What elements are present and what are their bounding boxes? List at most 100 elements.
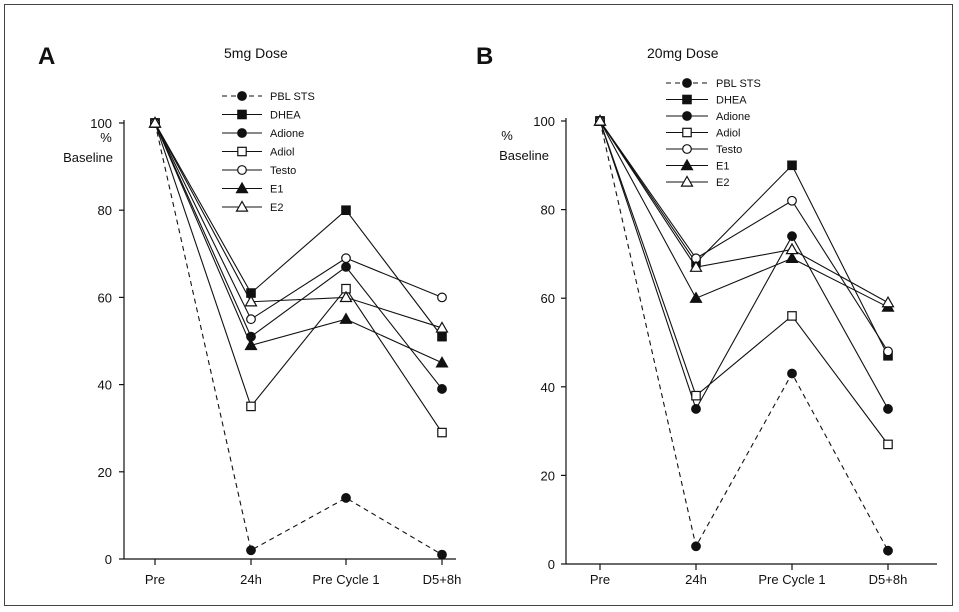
panel-a-legend-item-e2-label: E2	[270, 202, 283, 214]
panel-b-legend-item-adione-marker	[682, 111, 692, 121]
panel-a-series-dhea-point-d5-8h	[437, 331, 447, 342]
panel-b-ytick-label-100: 100	[533, 114, 555, 129]
panel-b-legend-item-e2-label: E2	[716, 177, 729, 189]
panel-b-ylabel-line1: %	[501, 128, 513, 143]
panel-b-series-pbl-sts-point-24h	[691, 541, 701, 552]
panel-b-series-adiol-line	[599, 120, 889, 445]
panel-b-series-pbl-sts-line	[599, 120, 889, 551]
panel-b-series-testo-line	[599, 120, 889, 352]
panel-b-series-pbl-sts-point-pre-cycle-1	[787, 368, 797, 379]
panel-b-legend-item-e1: E1	[666, 158, 729, 173]
panel-a-legend-item-pbl-sts: PBL STS	[222, 91, 315, 103]
panel-b-ytick-label-20: 20	[541, 468, 555, 483]
panel-a-legend-item-adiol-marker	[237, 146, 247, 157]
panel-a-series-adione	[150, 118, 447, 394]
panel-a-legend-item-adione-label: Adione	[270, 128, 304, 140]
panel-b-legend-item-testo-label: Testo	[716, 144, 742, 156]
panel-b-series-adione-line	[599, 120, 889, 411]
panel-a-ylabel-line2: Baseline	[63, 150, 113, 165]
panel-a-series-testo-point-24h	[246, 314, 256, 325]
panel-b-series-testo-point-d5-8h	[883, 346, 893, 357]
panel-a-ylabel-line1: %	[100, 130, 112, 145]
panel-a-series-dhea	[150, 118, 447, 342]
panel-a-series-adione-line	[154, 122, 443, 390]
panel-a-xtick-label-pre: Pre	[145, 572, 165, 587]
panel-b-ylabel-line2: Baseline	[499, 148, 549, 163]
panel-b-legend-item-adiol-marker	[682, 127, 692, 138]
panel-b-series-testo-point-pre-cycle-1	[787, 195, 797, 206]
panel-a-legend-item-e1-label: E1	[270, 184, 283, 196]
panel-a-legend-item-e1: E1	[222, 181, 283, 196]
panel-a-legend-item-testo-label: Testo	[270, 165, 296, 177]
panel-a-series-testo-point-pre-cycle-1	[341, 253, 351, 264]
panel-a-legend-item-adione-marker	[237, 128, 247, 138]
panel-a-series-adiol-line	[154, 122, 443, 433]
panel-b-series-adione-point-d5-8h	[883, 404, 893, 414]
panel-a-series-testo	[150, 118, 447, 325]
panel-a-ytick-label-40: 40	[98, 378, 112, 393]
panel-a-legend-item-dhea: DHEA	[222, 110, 301, 122]
panel-b-legend-item-pbl-sts-label: PBL STS	[716, 78, 761, 90]
panel-a-series-adione-point-d5-8h	[437, 384, 447, 394]
panel-b-ytick-label-40: 40	[541, 380, 555, 395]
panel-b-xtick-label-pre: Pre	[590, 572, 610, 587]
panel-b-series-adiol-point-d5-8h	[883, 439, 893, 450]
panel-a-series-e2	[148, 116, 449, 333]
panel-a-ytick-label-0: 0	[105, 552, 112, 567]
panel-a-series-testo-point-d5-8h	[437, 292, 447, 303]
panel-a-legend-item-e2-marker	[235, 200, 249, 212]
panel-a-legend-item-testo: Testo	[222, 165, 296, 177]
panel-b-xtick-label-pre-cycle-1: Pre Cycle 1	[758, 572, 825, 587]
panel-b-series-e2-point-pre-cycle-1	[785, 242, 799, 255]
panel-b-series-adione	[595, 116, 893, 414]
panel-a-legend-item-pbl-sts-marker	[237, 91, 247, 101]
panel-b-letter: B	[476, 43, 493, 70]
panel-b-series-e2-point-24h	[689, 260, 703, 272]
panel-b-plot: 0 20 40 60 80 100 Pre 24h Pre Cycle 1 D5+8h PBL ST…	[533, 78, 937, 587]
panel-b-legend-item-dhea: DHEA	[666, 95, 747, 107]
panel-a-letter: A	[38, 43, 55, 70]
panel-b-series-adiol	[595, 116, 893, 450]
panel-b-series-dhea-point-pre-cycle-1	[787, 160, 797, 171]
panel-a-series-pbl-sts-point-d5-8h	[437, 549, 447, 560]
panel-a-plot: 0 20 40 60 80 100 Pre 24h Pre Cycle 1 D5+8h PBL ST…	[90, 91, 461, 587]
panel-a-series-pbl-sts-point-24h	[246, 545, 256, 556]
panel-a-series-e2-point-d5-8h	[435, 321, 449, 333]
panel-b-legend-item-testo-marker	[682, 144, 692, 154]
panel-a-series-e2-point-24h	[244, 295, 258, 307]
panel-b-ytick-label-60: 60	[541, 291, 555, 306]
panel-a-ytick-label-100: 100	[90, 116, 112, 131]
panel-b-series-dhea-line	[599, 120, 889, 357]
panel-a-series-e1-point-24h	[244, 338, 258, 351]
panel-b-series-e1-line	[599, 120, 889, 308]
panel-a-xtick-label-d5-8h: D5+8h	[423, 572, 462, 587]
panel-b-series-adiol-point-24h	[691, 390, 701, 401]
panel-b-series-e2-point-pre	[593, 114, 607, 126]
panel-a-legend-item-dhea-marker	[237, 109, 247, 120]
panel-b-series-e1-point-24h	[689, 291, 703, 303]
panel-b-series-e2-line	[599, 120, 889, 304]
panel-b-xtick-label-24h: 24h	[685, 572, 707, 587]
panel-b-series-pbl-sts-point-d5-8h	[883, 545, 893, 556]
panel-a-series-adione-point-pre-cycle-1	[341, 261, 351, 272]
panel-b-legend-item-e1-marker	[680, 158, 694, 171]
panel-b-xtick-label-d5-8h: D5+8h	[869, 572, 908, 587]
panel-a-series-pbl-sts-line	[154, 122, 443, 556]
panel-b-legend-item-e2-marker	[680, 175, 694, 187]
panel-b-legend-item-pbl-sts-marker	[682, 78, 692, 88]
panel-a-series-e1-point-pre-cycle-1	[339, 312, 353, 324]
panel-a-series-e1-line	[154, 122, 443, 364]
panel-a-series-e2-line	[154, 122, 443, 329]
panel-a-legend-item-e2: E2	[222, 200, 283, 214]
panel-a-legend-item-testo-marker	[237, 165, 247, 175]
panel-b-legend-item-pbl-sts: PBL STS	[666, 78, 761, 90]
panel-a-series-e1-point-d5-8h	[435, 356, 449, 368]
panel-b-legend: PBL STS DHEA Adione Adiol Testo E1 E2	[666, 78, 761, 189]
panel-a-legend-item-pbl-sts-label: PBL STS	[270, 91, 315, 103]
panel-a: A 5mg Dose % Baseline 0 20 40 60 80 100 Pre 24h…	[38, 43, 461, 587]
panel-a-xtick-label-24h: 24h	[240, 572, 262, 587]
panel-b-series-e1-point-pre-cycle-1	[785, 251, 799, 264]
panel-a-series-e2-point-pre	[148, 116, 162, 128]
panel-b-series-adione-point-24h	[691, 404, 701, 414]
